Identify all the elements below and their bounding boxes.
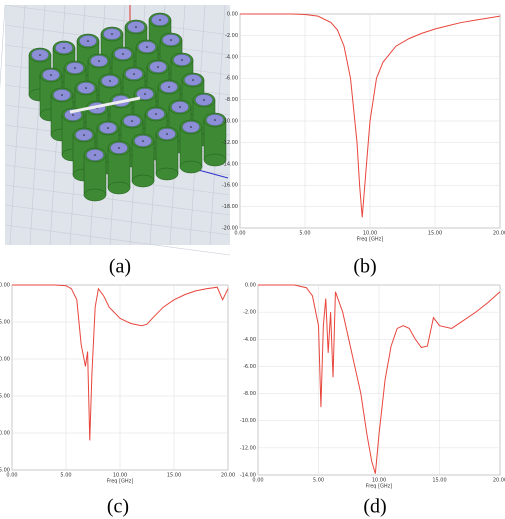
cylinder-pin [192,79,194,81]
cylinder-pin [98,60,100,62]
x-tick-label: 0.00 [252,478,263,484]
cylinder-pin [159,19,161,21]
caption: (a) [109,256,131,278]
cylinder-pin [63,47,65,49]
cylinder-pin [50,74,52,76]
cylinder-pin [170,39,172,41]
y-tick-label: -12.00 [222,140,238,146]
y-tick-label: -20.00 [0,431,10,437]
chart-panel: 0.00-5.00-10.00-15.00-20.00-25.000.005.0… [0,283,235,518]
x-tick-label: 15.00 [432,478,446,484]
cylinder-pin [181,59,183,61]
cylinder-pin [107,127,109,129]
cylinder-pin [39,54,41,56]
y-tick-label: -15.00 [0,394,10,400]
cylinder-base [84,189,106,201]
cylinder-pin [122,53,124,55]
cylinder-pin [214,119,216,121]
x-tick-label: 5.00 [313,478,324,484]
cylinder-pin [135,26,137,28]
y-tick-label: -16.00 [222,183,238,189]
cylinder-pin [146,46,148,48]
y-tick-label: 0.00 [245,283,256,289]
x-tick-label: 15.00 [167,473,181,479]
cylinder-pin [131,120,133,122]
x-tick-label: 20.00 [221,473,235,479]
cylinder-pin [203,99,205,101]
y-tick-label: -2.00 [225,33,238,39]
y-tick-label: -4.00 [243,337,256,343]
cylinder-pin [61,94,63,96]
cylinder-pin [94,154,96,156]
cylinder-pin [85,87,87,89]
y-tick-label: -5.00 [0,320,10,326]
x-tick-label: 20.00 [493,231,505,237]
y-tick-label: -2.00 [243,310,256,316]
caption: (b) [353,256,376,278]
y-tick-label: -4.00 [225,54,238,60]
y-tick-label: 0.00 [0,283,10,289]
cylinder-base [108,182,130,194]
cylinder-pin [190,126,192,128]
caption: (c) [107,496,129,518]
cylinder-pin [111,33,113,35]
cylinder-pin [87,40,89,42]
y-tick-label: -6.00 [225,76,238,82]
cylinder-pin [179,106,181,108]
cylinder-pin [133,73,135,75]
render-grid [0,5,5,245]
y-tick-label: 0.00 [227,12,238,18]
x-tick-label: 0.00 [6,473,17,479]
x-axis-label: Freq [GHz] [366,484,393,490]
chart-panel: 0.00-2.00-4.00-6.00-8.00-10.00-12.00-14.… [240,283,505,518]
cylinder-pin [144,93,146,95]
x-tick-label: 5.00 [299,231,310,237]
chart-panel: 0.00 -2.00 -4.00 -6.00 -8.00 -10.00 -12.00 -14.… [222,12,505,278]
cylinder-pin [166,133,168,135]
y-tick-label: -14.00 [222,161,238,167]
cylinder-pin [142,140,144,142]
cylinder-base [132,175,154,187]
cylinder-pin [168,86,170,88]
model-render [0,5,230,255]
x-tick-label: 20.00 [493,478,505,484]
y-tick-label: -8.00 [243,391,256,397]
y-tick-label: -6.00 [243,364,256,370]
x-axis-label: Freq [GHz] [357,237,384,243]
cylinder-pin [157,66,159,68]
y-tick-label: -12.00 [240,445,256,451]
y-tick-label: -18.00 [222,204,238,210]
y-tick-label: -10.00 [0,357,10,363]
cylinder-base [180,161,202,173]
x-tick-label: 15.00 [428,231,442,237]
cylinder-pin [109,80,111,82]
figure: (a) 0.00 -2.00 -4.00 -6.00 -8.00 -10.00 -12.00… [0,0,505,519]
y-tick-label: -10.00 [240,418,256,424]
cylinder-pin [74,67,76,69]
cylinder-pin [155,113,157,115]
cylinder-pin [118,147,120,149]
x-tick-label: 5.00 [60,473,71,479]
cylinder-pin [83,134,85,136]
y-tick-label: -10.00 [222,119,238,125]
cylinder-pin [72,114,74,116]
x-tick-label: 0.00 [234,231,245,237]
x-axis-label: Freq [GHz] [107,479,134,485]
y-tick-label: -8.00 [225,97,238,103]
caption: (d) [363,496,386,518]
cylinder-base [156,168,178,180]
